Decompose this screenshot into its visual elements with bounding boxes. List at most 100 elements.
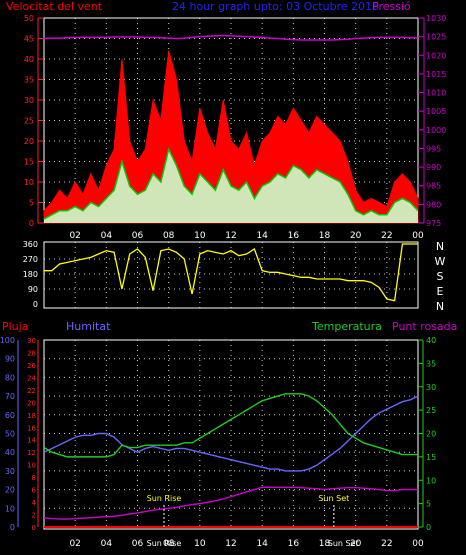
- temperature-tick: 35: [426, 359, 436, 368]
- pressure-tick: 990: [426, 163, 441, 172]
- climate-marks: [43, 393, 419, 528]
- pressure-tick: 1005: [426, 107, 446, 116]
- compass-label: N: [436, 240, 444, 253]
- direction-tick: 270: [23, 255, 38, 264]
- humidity-tick: 30: [5, 467, 15, 476]
- wind-speed-label: Velocitat del vent: [6, 0, 103, 13]
- temperature-tick: 30: [426, 383, 436, 392]
- pressure-tick: 1030: [426, 14, 446, 23]
- direction-marks: [44, 243, 418, 302]
- climate-time-tick: 16: [288, 539, 300, 549]
- graph-title: 24 hour graph upto: 03 Octubre 2016: [172, 0, 379, 13]
- humidity-line: [43, 395, 419, 472]
- wind-speed-tick: 20: [24, 137, 34, 146]
- humidity-tick: 40: [5, 448, 15, 457]
- rain-tick: 14: [27, 437, 36, 445]
- wind-speed-tick: 10: [24, 178, 34, 187]
- wind-speed-tick: 45: [24, 35, 34, 44]
- compass-label: S: [437, 270, 444, 283]
- pressure-tick: 980: [426, 200, 441, 209]
- wind-time-tick: 00: [412, 231, 424, 241]
- humidity-tick: 80: [5, 373, 15, 382]
- pressure-tick: 995: [426, 144, 441, 153]
- wind-time-tick: 06: [132, 231, 144, 241]
- rain-tick: 8: [32, 474, 36, 482]
- climate-time-tick: 20: [350, 539, 362, 549]
- wind-time-axis: 02 04 06 08 10 12 14 16 18 20 22 00: [69, 231, 424, 241]
- humidity-axis: 0 10 20 30 40 50 60 70 80 90 100: [0, 336, 19, 532]
- climate-time-tick: 12: [225, 539, 236, 549]
- pressure-axis: 975 980 985 990 995 1000 1005 1010 1015 1020 1025 1…: [418, 14, 446, 228]
- direction-grid: [44, 242, 418, 308]
- humidity-tick: 50: [5, 430, 15, 439]
- humidity-tick: 20: [5, 486, 15, 495]
- wind-speed-tick: 30: [24, 96, 34, 105]
- pressure-tick: 975: [426, 219, 441, 228]
- direction-tick: 0: [33, 300, 38, 309]
- humidity-tick: 90: [5, 355, 15, 364]
- wind-speed-axis: 0 5 10 15 20 25 30 35 40 45 50: [24, 14, 44, 228]
- pressure-tick: 1020: [426, 51, 446, 60]
- temperature-tick: 40: [426, 336, 436, 345]
- wind-time-tick: 12: [225, 231, 236, 241]
- climate-time-tick: 14: [256, 539, 268, 549]
- direction-tick: 180: [23, 270, 38, 279]
- temperature-tick: 0: [426, 523, 431, 532]
- sun-annotation: Sun Rise: [147, 494, 182, 503]
- compass-label: N: [436, 300, 444, 313]
- pressure-label: Pressió: [372, 0, 411, 13]
- pressure-tick: 1025: [426, 33, 446, 42]
- rain-tick: 10: [27, 462, 36, 470]
- rain-tick: 24: [27, 374, 36, 382]
- rain-tick: 16: [27, 424, 36, 432]
- temperature-tick: 10: [426, 476, 436, 485]
- pressure-tick: 985: [426, 182, 441, 191]
- wind-speed-tick: 40: [24, 55, 34, 64]
- rain-tick: 12: [27, 449, 36, 457]
- rain-tick: 4: [32, 499, 37, 507]
- dewpoint-line: [43, 486, 418, 520]
- sun-annotation: Sun Rise: [147, 539, 182, 548]
- wind-speed-tick: 15: [24, 158, 34, 167]
- rain-tick: 22: [27, 387, 36, 395]
- direction-tick: 90: [28, 285, 38, 294]
- climate-time-tick: 18: [319, 539, 331, 549]
- humidity-tick: 100: [0, 336, 15, 345]
- wind-speed-tick: 0: [29, 219, 34, 228]
- temperature-label: Temperatura: [311, 320, 382, 333]
- humidity-tick: 10: [5, 504, 15, 513]
- climate-time-tick: 22: [381, 539, 392, 549]
- wind-time-tick: 22: [381, 231, 392, 241]
- climate-time-tick: 02: [69, 539, 80, 549]
- climate-time-tick: 10: [194, 539, 206, 549]
- sun-annotations: Sun Rise Sun Set Sun Rise Sun Set: [147, 494, 359, 548]
- sun-annotation: Sun Set: [328, 539, 359, 548]
- climate-time-tick: 06: [132, 539, 144, 549]
- wind-time-tick: 04: [101, 231, 113, 241]
- wind-time-tick: 02: [69, 231, 80, 241]
- temperature-axis: 0 5 10 15 20 25 30 35 40: [418, 336, 436, 532]
- wind-pressure-marks: [43, 34, 419, 224]
- wind-speed-tick: 5: [29, 199, 34, 208]
- temperature-tick: 25: [426, 406, 436, 415]
- humidity-tick: 0: [10, 523, 15, 532]
- direction-axis: 360 270 180 90 0: [23, 240, 38, 309]
- rain-tick: 18: [27, 412, 36, 420]
- rain-label: Pluja: [2, 320, 28, 333]
- wind-time-tick: 14: [256, 231, 268, 241]
- rain-tick: 26: [27, 362, 36, 370]
- temperature-tick: 5: [426, 500, 431, 509]
- compass-label: W: [435, 255, 446, 268]
- pressure-tick: 1015: [426, 70, 446, 79]
- climate-time-tick: 08: [163, 539, 175, 549]
- wind-speed-tick: 35: [24, 76, 34, 85]
- rain-tick: 2: [32, 512, 36, 520]
- climate-time-tick: 00: [412, 539, 424, 549]
- direction-tick: 360: [23, 240, 38, 249]
- sun-annotation: Sun Set: [318, 494, 349, 503]
- humidity-tick: 70: [5, 392, 15, 401]
